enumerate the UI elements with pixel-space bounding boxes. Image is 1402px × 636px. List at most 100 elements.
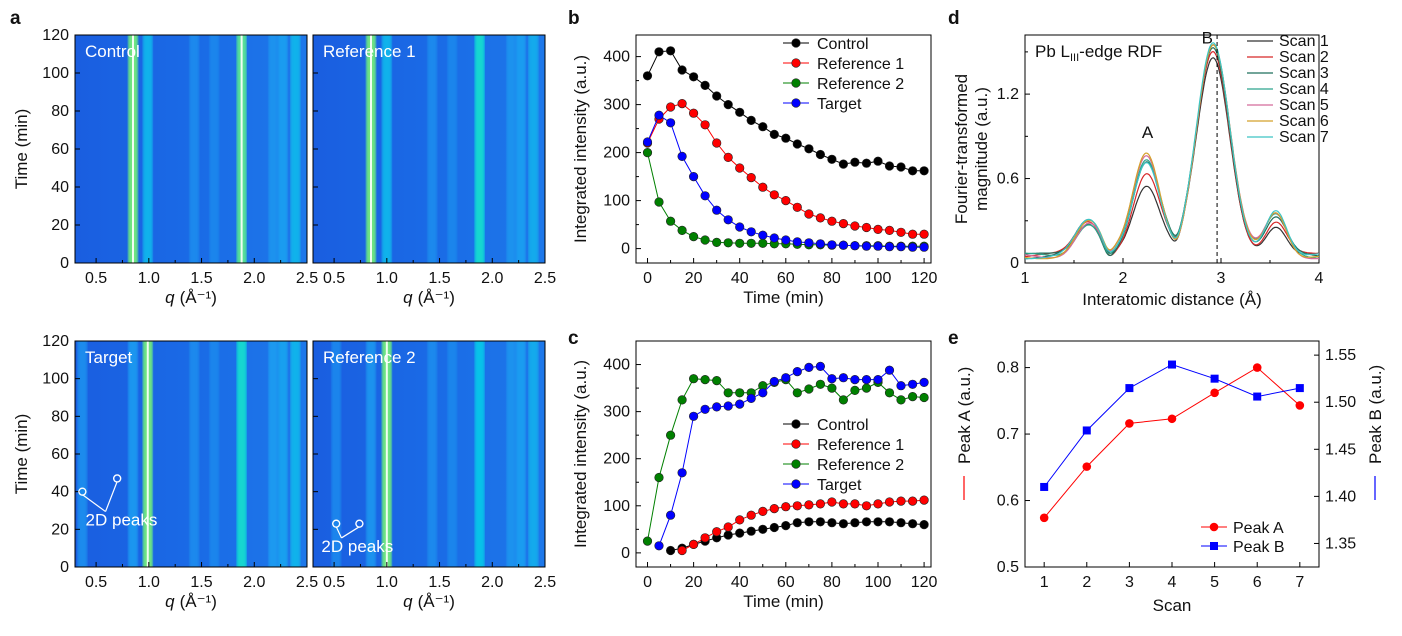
diffraction-peak bbox=[188, 35, 200, 263]
diffraction-peak bbox=[446, 35, 458, 263]
diffraction-peak bbox=[426, 35, 438, 263]
diffraction-peak bbox=[381, 35, 393, 263]
data-point bbox=[677, 468, 687, 478]
data-point bbox=[723, 215, 733, 225]
data-point bbox=[792, 367, 802, 377]
heatmap-reference-2: Reference 2 0.5 1.0 1.5 2.0 2.5 q (Å⁻¹) 2D peaks bbox=[312, 340, 556, 611]
data-point bbox=[746, 510, 756, 520]
diffraction-peak bbox=[208, 341, 220, 567]
data-point bbox=[838, 219, 849, 229]
legend-marker bbox=[791, 78, 801, 88]
y-left-tick-label: 0.7 bbox=[997, 426, 1019, 443]
data-point bbox=[688, 232, 699, 242]
x-axis-label: Time (min) bbox=[743, 592, 824, 611]
data-point bbox=[792, 388, 802, 398]
x-tick-label: 20 bbox=[685, 270, 703, 287]
y-tick-label: 60 bbox=[51, 446, 69, 463]
data-point bbox=[884, 242, 895, 252]
x-axis-label: Scan bbox=[1153, 596, 1192, 615]
chart-c-growth: 0 20 40 60 80 100 120 0 100 200 300 400 Time (min) In… bbox=[571, 340, 938, 611]
data-point bbox=[1039, 513, 1049, 523]
peak-label: B bbox=[1202, 29, 1213, 48]
series-line-peak-b bbox=[1043, 363, 1300, 488]
y-tick-label: 0.6 bbox=[997, 171, 1019, 188]
plot-frame bbox=[635, 340, 932, 568]
annotation-leader bbox=[335, 526, 342, 539]
data-point bbox=[827, 497, 837, 507]
data-point bbox=[792, 518, 802, 528]
data-point bbox=[758, 122, 768, 132]
x-tick-label: 4 bbox=[1315, 270, 1324, 287]
y-left-tick-label: 0.5 bbox=[997, 559, 1019, 576]
data-point bbox=[907, 496, 918, 506]
data-point bbox=[642, 137, 653, 147]
heatmap-label: Reference 1 bbox=[323, 42, 416, 61]
data-point bbox=[907, 242, 918, 252]
y-tick-label: 20 bbox=[51, 521, 69, 538]
legend-label: Scan 4 bbox=[1279, 81, 1329, 98]
data-point bbox=[804, 384, 814, 394]
diffraction-peak-core bbox=[240, 35, 243, 263]
x-tick-label: 100 bbox=[865, 270, 892, 287]
y-tick-label: 120 bbox=[42, 27, 69, 44]
legend-marker bbox=[791, 479, 801, 489]
data-point bbox=[769, 504, 779, 514]
data-point bbox=[815, 149, 826, 160]
x-tick-label: 1.0 bbox=[376, 270, 398, 287]
data-point bbox=[896, 518, 906, 528]
data-point bbox=[654, 110, 664, 120]
annotation-marker bbox=[355, 519, 364, 528]
legend-label: Control bbox=[817, 36, 869, 53]
x-tick-label: 0.5 bbox=[323, 574, 345, 591]
data-point bbox=[827, 240, 837, 250]
y-axis-label-line1: Fourier-transformed bbox=[952, 74, 971, 224]
data-point bbox=[815, 239, 826, 249]
data-point bbox=[723, 530, 733, 540]
x-axis-symbol: q bbox=[403, 288, 413, 307]
data-point bbox=[815, 213, 826, 223]
rdf-curve-2 bbox=[1024, 50, 1320, 258]
data-point bbox=[700, 235, 710, 245]
data-point bbox=[723, 99, 733, 110]
data-point bbox=[700, 120, 710, 130]
y-tick-label: 400 bbox=[603, 357, 630, 374]
data-point bbox=[850, 375, 860, 385]
data-point bbox=[919, 495, 929, 505]
x-tick-label: 2 bbox=[1082, 574, 1091, 591]
legend-label: Target bbox=[817, 477, 862, 494]
data-point bbox=[665, 102, 676, 112]
y-axis-label: Time (min) bbox=[12, 109, 31, 190]
data-point bbox=[781, 133, 791, 143]
data-point bbox=[827, 216, 837, 226]
annotation-leader bbox=[341, 526, 360, 539]
diffraction-peak bbox=[474, 341, 486, 567]
legend-label: Scan 2 bbox=[1279, 49, 1329, 66]
y-tick-label: 40 bbox=[51, 179, 69, 196]
data-point bbox=[723, 401, 733, 411]
x-tick-label: 0 bbox=[643, 574, 652, 591]
legend-label: Scan 7 bbox=[1279, 129, 1329, 146]
legend-label: Reference 2 bbox=[817, 457, 904, 474]
legend-label: Peak B bbox=[1233, 539, 1285, 556]
y-tick-label: 80 bbox=[51, 408, 69, 425]
data-point bbox=[688, 108, 699, 118]
data-point bbox=[804, 238, 814, 248]
x-tick-label: 40 bbox=[731, 574, 749, 591]
data-point bbox=[1082, 426, 1091, 435]
data-point bbox=[746, 393, 756, 404]
x-tick-label: 80 bbox=[823, 574, 841, 591]
x-axis-unit: (Å⁻¹) bbox=[180, 288, 217, 307]
x-tick-label: 2.5 bbox=[534, 270, 556, 287]
legend-marker bbox=[791, 98, 801, 108]
legend-marker bbox=[791, 439, 801, 449]
data-point bbox=[884, 365, 895, 375]
data-point bbox=[873, 517, 883, 527]
y-right-tick-label: 1.55 bbox=[1325, 347, 1356, 364]
data-point bbox=[723, 152, 733, 162]
diffraction-peak bbox=[474, 35, 486, 263]
y-tick-label: 300 bbox=[603, 97, 630, 114]
series-line-reference-1 bbox=[681, 499, 925, 551]
data-point bbox=[896, 496, 906, 506]
heatmap-reference-1: Reference 1 0.5 1.0 1.5 2.0 2.5 q (Å⁻¹) bbox=[312, 34, 556, 307]
